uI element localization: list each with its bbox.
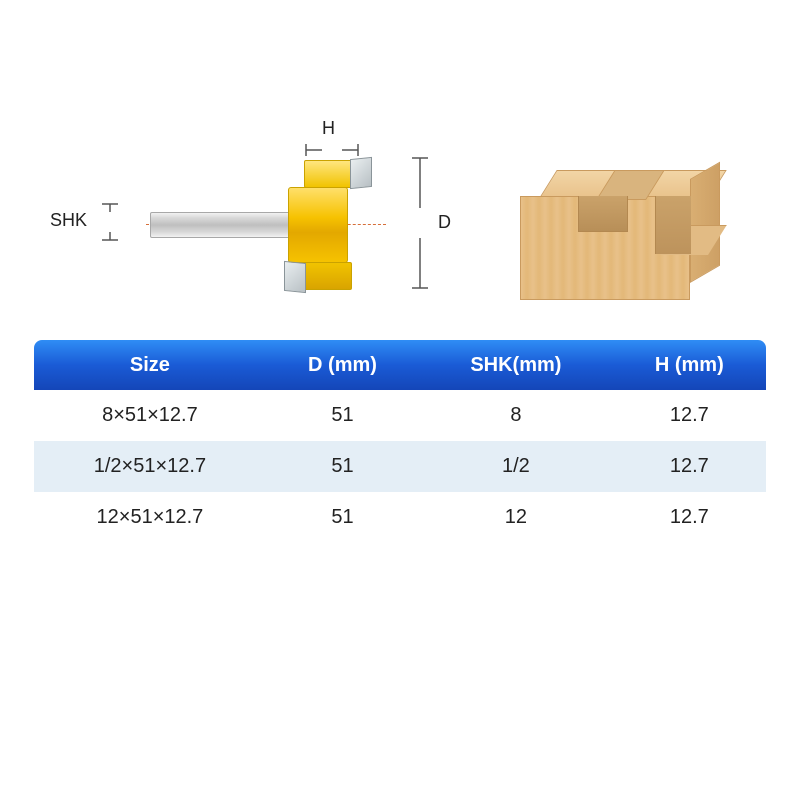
dim-d <box>410 154 432 294</box>
bit-cutter-bottom <box>284 261 306 293</box>
wood-cut-illustration <box>520 170 720 310</box>
cell-h: 12.7 <box>613 492 766 543</box>
cell-shk: 8 <box>419 390 612 441</box>
col-shk: SHK(mm) <box>419 340 612 390</box>
dim-shk <box>98 196 124 248</box>
cell-h: 12.7 <box>613 441 766 492</box>
col-h: H (mm) <box>613 340 766 390</box>
cell-size: 8×51×12.7 <box>34 390 266 441</box>
spec-table-body: 8×51×12.7 51 8 12.7 1/2×51×12.7 51 1/2 1… <box>34 390 766 543</box>
dim-h <box>300 140 364 158</box>
product-spec-card: SHK H D <box>0 0 800 800</box>
label-d: D <box>438 212 451 233</box>
table-row: 8×51×12.7 51 8 12.7 <box>34 390 766 441</box>
bit-cutter-top <box>350 157 372 189</box>
cell-d: 51 <box>266 492 419 543</box>
spec-table: Size D (mm) SHK(mm) H (mm) 8×51×12.7 51 … <box>34 340 766 543</box>
cell-d: 51 <box>266 441 419 492</box>
cell-shk: 12 <box>419 492 612 543</box>
bit-shank <box>150 212 290 238</box>
table-row: 12×51×12.7 51 12 12.7 <box>34 492 766 543</box>
bit-wing-bottom <box>304 262 352 290</box>
col-d: D (mm) <box>266 340 419 390</box>
cell-size: 12×51×12.7 <box>34 492 266 543</box>
dimension-diagram: SHK H D <box>50 120 750 320</box>
cell-shk: 1/2 <box>419 441 612 492</box>
cell-h: 12.7 <box>613 390 766 441</box>
bit-body <box>288 187 348 263</box>
table-row: 1/2×51×12.7 51 1/2 12.7 <box>34 441 766 492</box>
wood-slot-front <box>578 196 628 232</box>
router-bit-illustration <box>150 160 410 290</box>
cell-size: 1/2×51×12.7 <box>34 441 266 492</box>
wood-right <box>690 162 720 283</box>
label-h: H <box>322 118 335 139</box>
col-size: Size <box>34 340 266 390</box>
cell-d: 51 <box>266 390 419 441</box>
header-row: Size D (mm) SHK(mm) H (mm) <box>34 340 766 390</box>
wood-step-front <box>655 196 691 254</box>
label-shk: SHK <box>50 210 87 231</box>
bit-wing-top <box>304 160 352 188</box>
spec-table-header: Size D (mm) SHK(mm) H (mm) <box>34 340 766 390</box>
